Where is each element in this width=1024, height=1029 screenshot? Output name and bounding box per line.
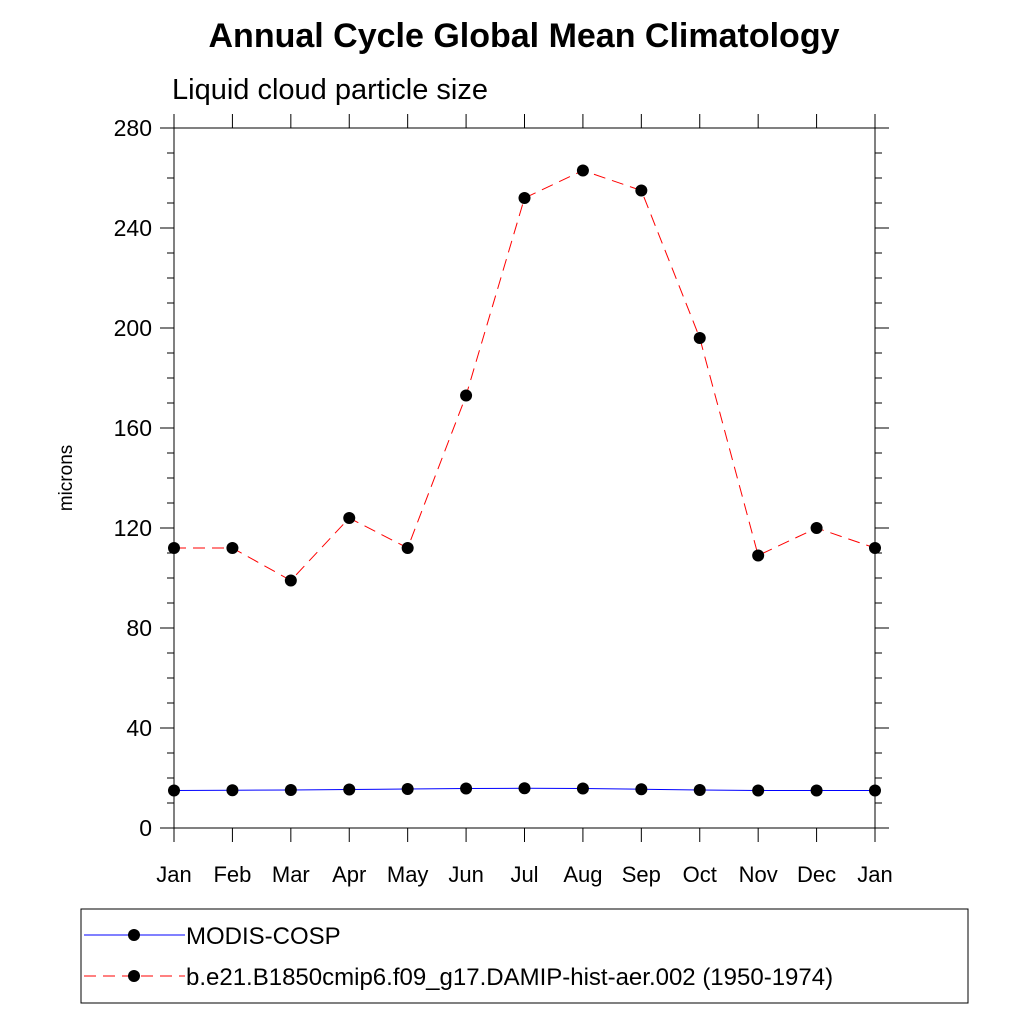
x-tick-label: Jan [156,862,191,887]
axis-ticks: 0 40 80 120 160 200 240 280 Jan Feb Mar Apr May Jun Ju… [114,114,893,887]
series-point [284,784,297,796]
y-tick-label: 120 [114,515,152,541]
series-point [460,782,473,795]
series-point [168,784,180,797]
series-point [869,784,881,797]
y-tick-label: 0 [139,815,152,841]
y-axis-label: microns [56,445,77,512]
x-tick-label: Oct [683,862,717,887]
x-tick-label: May [387,862,429,887]
chart-title: Annual Cycle Global Mean Climatology [209,17,840,55]
series-point [460,389,473,402]
series-2 [168,164,881,587]
x-tick-label: Apr [332,862,366,887]
x-tick-label: Dec [797,862,836,887]
series-point [752,549,765,562]
y-tick-label: 40 [126,715,152,741]
series-point [576,164,589,177]
plot-frame [173,127,876,829]
chart-subtitle: Liquid cloud particle size [172,74,488,106]
y-tick-label: 80 [126,615,152,641]
x-tick-label: Aug [563,862,602,887]
legend-marker-2 [128,970,140,982]
series-point [343,783,356,796]
series-point [226,542,239,554]
legend-box [80,908,969,1004]
x-tick-label: Jun [448,862,483,887]
legend-label-2: b.e21.B1850cmip6.f09_g17.DAMIP-hist-aer.… [186,964,833,991]
series-point [693,332,706,344]
series-point [518,192,531,204]
x-tick-label: Jul [510,862,538,887]
series-layer [168,164,881,797]
series-point [168,542,180,554]
series-point [401,783,414,795]
x-tick-label: Mar [272,862,310,887]
series-point [810,784,823,797]
series-point [693,784,706,796]
series-point [810,522,823,534]
y-tick-label: 160 [114,415,152,441]
x-tick-label: Feb [213,862,251,887]
series-point [752,784,765,797]
legend-label-1: MODIS-COSP [186,923,341,950]
y-tick-label: 200 [114,315,152,341]
series-point [869,542,881,554]
legend: MODIS-COSP b.e21.B1850cmip6.f09_g17.DAMIP… [80,908,969,1004]
series-point [576,782,589,795]
series-point [635,783,648,796]
legend-marker-1 [128,929,140,941]
series-point [343,512,356,524]
y-tick-label: 280 [114,115,152,141]
series-point [284,574,297,587]
series-point [226,784,239,797]
y-tick-label: 240 [114,215,152,241]
series-point [635,184,648,197]
x-tick-label: Jan [857,862,892,887]
series-1 [168,782,881,797]
x-tick-label: Nov [739,862,778,887]
series-point [401,542,414,554]
series-point [518,782,531,795]
x-tick-label: Sep [622,862,661,887]
series-line [174,169,876,582]
